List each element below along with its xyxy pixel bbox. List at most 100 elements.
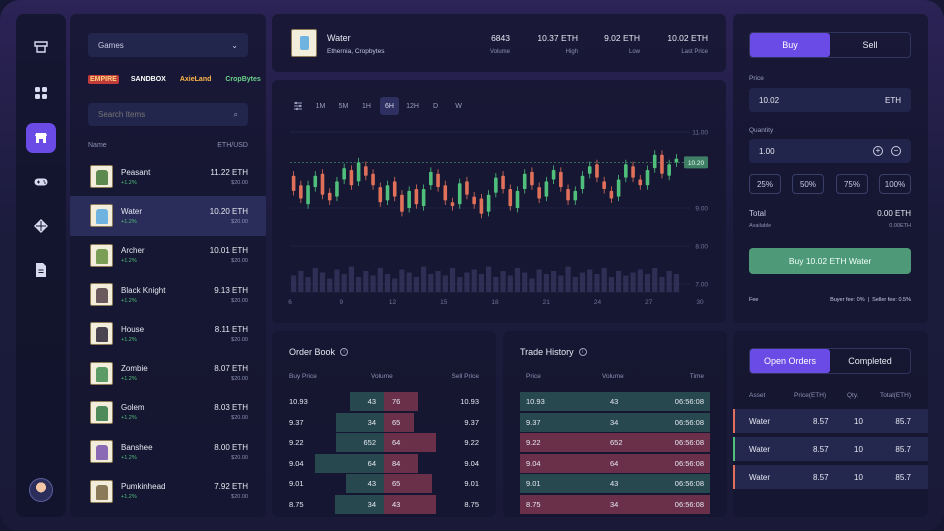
timeframe-1h-button[interactable]: 1H xyxy=(362,102,371,110)
timeframe-d-button[interactable]: D xyxy=(432,102,439,110)
candle-body[interactable] xyxy=(378,187,383,203)
candle-body[interactable] xyxy=(436,173,440,188)
search-box[interactable]: ⌕ xyxy=(88,103,248,126)
trade-row[interactable]: 10.93 43 06:56:08 xyxy=(520,392,710,411)
candle-body[interactable] xyxy=(356,162,361,182)
trade-row[interactable]: 9.37 34 06:56:08 xyxy=(520,412,710,432)
candle-body[interactable] xyxy=(530,171,534,186)
list-item[interactable]: Pumkinhead +1.2% 7.92 ETH $20.00 xyxy=(70,471,266,510)
sell-tab[interactable]: Sell xyxy=(862,40,878,50)
trade-row[interactable]: 8.75 34 06:56:08 xyxy=(520,494,710,514)
timeframe-1m-button[interactable]: 1M xyxy=(315,102,326,110)
timeframe-6h-button[interactable]: 6H xyxy=(380,97,399,115)
pct-25-button[interactable]: 25% xyxy=(749,174,781,194)
candle-body[interactable] xyxy=(465,181,469,195)
candle-body[interactable] xyxy=(429,171,433,186)
candle-body[interactable] xyxy=(551,170,556,180)
candle-body[interactable] xyxy=(320,173,325,195)
trade-row[interactable]: 9.01 43 06:56:08 xyxy=(520,474,710,493)
avatar[interactable] xyxy=(29,478,53,502)
pct-100-button[interactable]: 100% xyxy=(879,174,911,194)
game-dropdown[interactable]: Games ⌄ xyxy=(88,33,248,57)
logo-icon[interactable] xyxy=(26,32,56,62)
candle-body[interactable] xyxy=(313,175,318,188)
info-icon[interactable]: i xyxy=(340,348,349,356)
candle-body[interactable] xyxy=(660,154,664,174)
candle-body[interactable] xyxy=(472,196,476,205)
search-icon[interactable]: ⌕ xyxy=(233,109,238,119)
crosshair-icon[interactable] xyxy=(26,211,56,241)
candle-body[interactable] xyxy=(544,181,549,197)
order-row[interactable]: Water 8.57 10 85.7 xyxy=(733,409,928,433)
candle-body[interactable] xyxy=(652,154,657,169)
chart-canvas[interactable]: 11.00 9.00 8.00 7.00 10.20 6 9 12 15 18 21 24 27 30 xyxy=(272,80,726,323)
candle-body[interactable] xyxy=(421,189,426,207)
candle-body[interactable] xyxy=(508,189,513,207)
open-orders-tab[interactable]: Open Orders xyxy=(750,349,830,373)
minus-icon[interactable]: − xyxy=(891,146,901,156)
candle-body[interactable] xyxy=(667,164,671,176)
candle-body[interactable] xyxy=(573,190,578,201)
candle-body[interactable] xyxy=(407,190,411,208)
candle-body[interactable] xyxy=(342,168,346,180)
candle-body[interactable] xyxy=(457,183,462,205)
timeframe-12h-button[interactable]: 12H xyxy=(406,102,419,110)
candle-body[interactable] xyxy=(364,166,368,176)
candle-body[interactable] xyxy=(335,181,339,197)
logo-axieland[interactable]: AxieLand xyxy=(179,75,212,83)
order-book-row[interactable]: 10.93 43 76 10.93 xyxy=(289,392,479,411)
candle-body[interactable] xyxy=(566,189,570,201)
order-book-row[interactable]: 9.22 652 64 9.22 xyxy=(289,433,479,452)
candle-body[interactable] xyxy=(537,187,541,199)
document-icon[interactable] xyxy=(26,255,56,285)
plus-icon[interactable]: + xyxy=(873,146,883,156)
completed-tab[interactable]: Completed xyxy=(848,356,892,366)
list-item[interactable]: Banshee +1.2% 8.00 ETH $20.00 xyxy=(70,432,266,471)
candle-body[interactable] xyxy=(371,173,375,186)
order-book-row[interactable]: 9.04 64 84 9.04 xyxy=(289,453,479,473)
candle-body[interactable] xyxy=(515,190,520,208)
logo-cropbytes[interactable]: CropBytes xyxy=(225,75,261,83)
search-input[interactable] xyxy=(98,110,218,119)
candle-body[interactable] xyxy=(522,173,527,189)
order-row[interactable]: Water 8.57 10 85.7 xyxy=(733,437,928,461)
candle-body[interactable] xyxy=(616,179,621,197)
candle-body[interactable] xyxy=(299,185,303,199)
trade-row[interactable]: 9.04 64 06:56:08 xyxy=(520,453,710,473)
logo-sandbox[interactable]: SANDBOX xyxy=(130,75,166,83)
candle-body[interactable] xyxy=(306,185,310,205)
candle-body[interactable] xyxy=(674,158,679,163)
candle-body[interactable] xyxy=(479,198,484,214)
price-field[interactable]: 10.02 ETH xyxy=(749,88,911,112)
candle-body[interactable] xyxy=(624,164,628,178)
buy-button[interactable]: Buy 10.02 ETH Water xyxy=(749,248,911,274)
candle-body[interactable] xyxy=(559,171,563,188)
list-item[interactable]: Water +1.2% 10.20 ETH $20.00 xyxy=(70,196,266,236)
list-item[interactable]: Archer +1.2% 10.01 ETH $20.00 xyxy=(70,236,266,275)
candle-body[interactable] xyxy=(400,194,404,212)
candle-body[interactable] xyxy=(602,181,606,189)
candle-body[interactable] xyxy=(631,166,635,178)
candle-body[interactable] xyxy=(392,181,397,197)
candle-body[interactable] xyxy=(349,170,354,186)
candle-body[interactable] xyxy=(494,177,498,193)
order-book-row[interactable]: 9.01 43 65 9.01 xyxy=(289,474,479,493)
gamepad-icon[interactable] xyxy=(26,167,56,197)
candle-body[interactable] xyxy=(443,185,448,201)
filter-icon[interactable] xyxy=(288,97,307,115)
candle-body[interactable] xyxy=(414,189,419,205)
list-item[interactable]: House +1.2% 8.11 ETH $20.00 xyxy=(70,314,266,353)
candle-body[interactable] xyxy=(486,194,491,212)
info-icon[interactable]: i xyxy=(578,348,587,356)
candle-body[interactable] xyxy=(385,185,390,201)
candle-body[interactable] xyxy=(501,175,505,189)
candle-body[interactable] xyxy=(587,166,592,174)
timeframe-w-button[interactable]: W xyxy=(455,102,462,110)
buy-tab[interactable]: Buy xyxy=(750,33,830,57)
candle-body[interactable] xyxy=(450,202,455,207)
list-item[interactable]: Golem +1.2% 8.03 ETH $20.00 xyxy=(70,393,266,432)
store-icon[interactable] xyxy=(26,123,56,153)
list-item[interactable]: Zombie +1.2% 8.07 ETH $20.00 xyxy=(70,353,266,392)
order-book-row[interactable]: 9.37 34 65 9.37 xyxy=(289,412,479,432)
order-row[interactable]: Water 8.57 10 85.7 xyxy=(733,465,928,489)
